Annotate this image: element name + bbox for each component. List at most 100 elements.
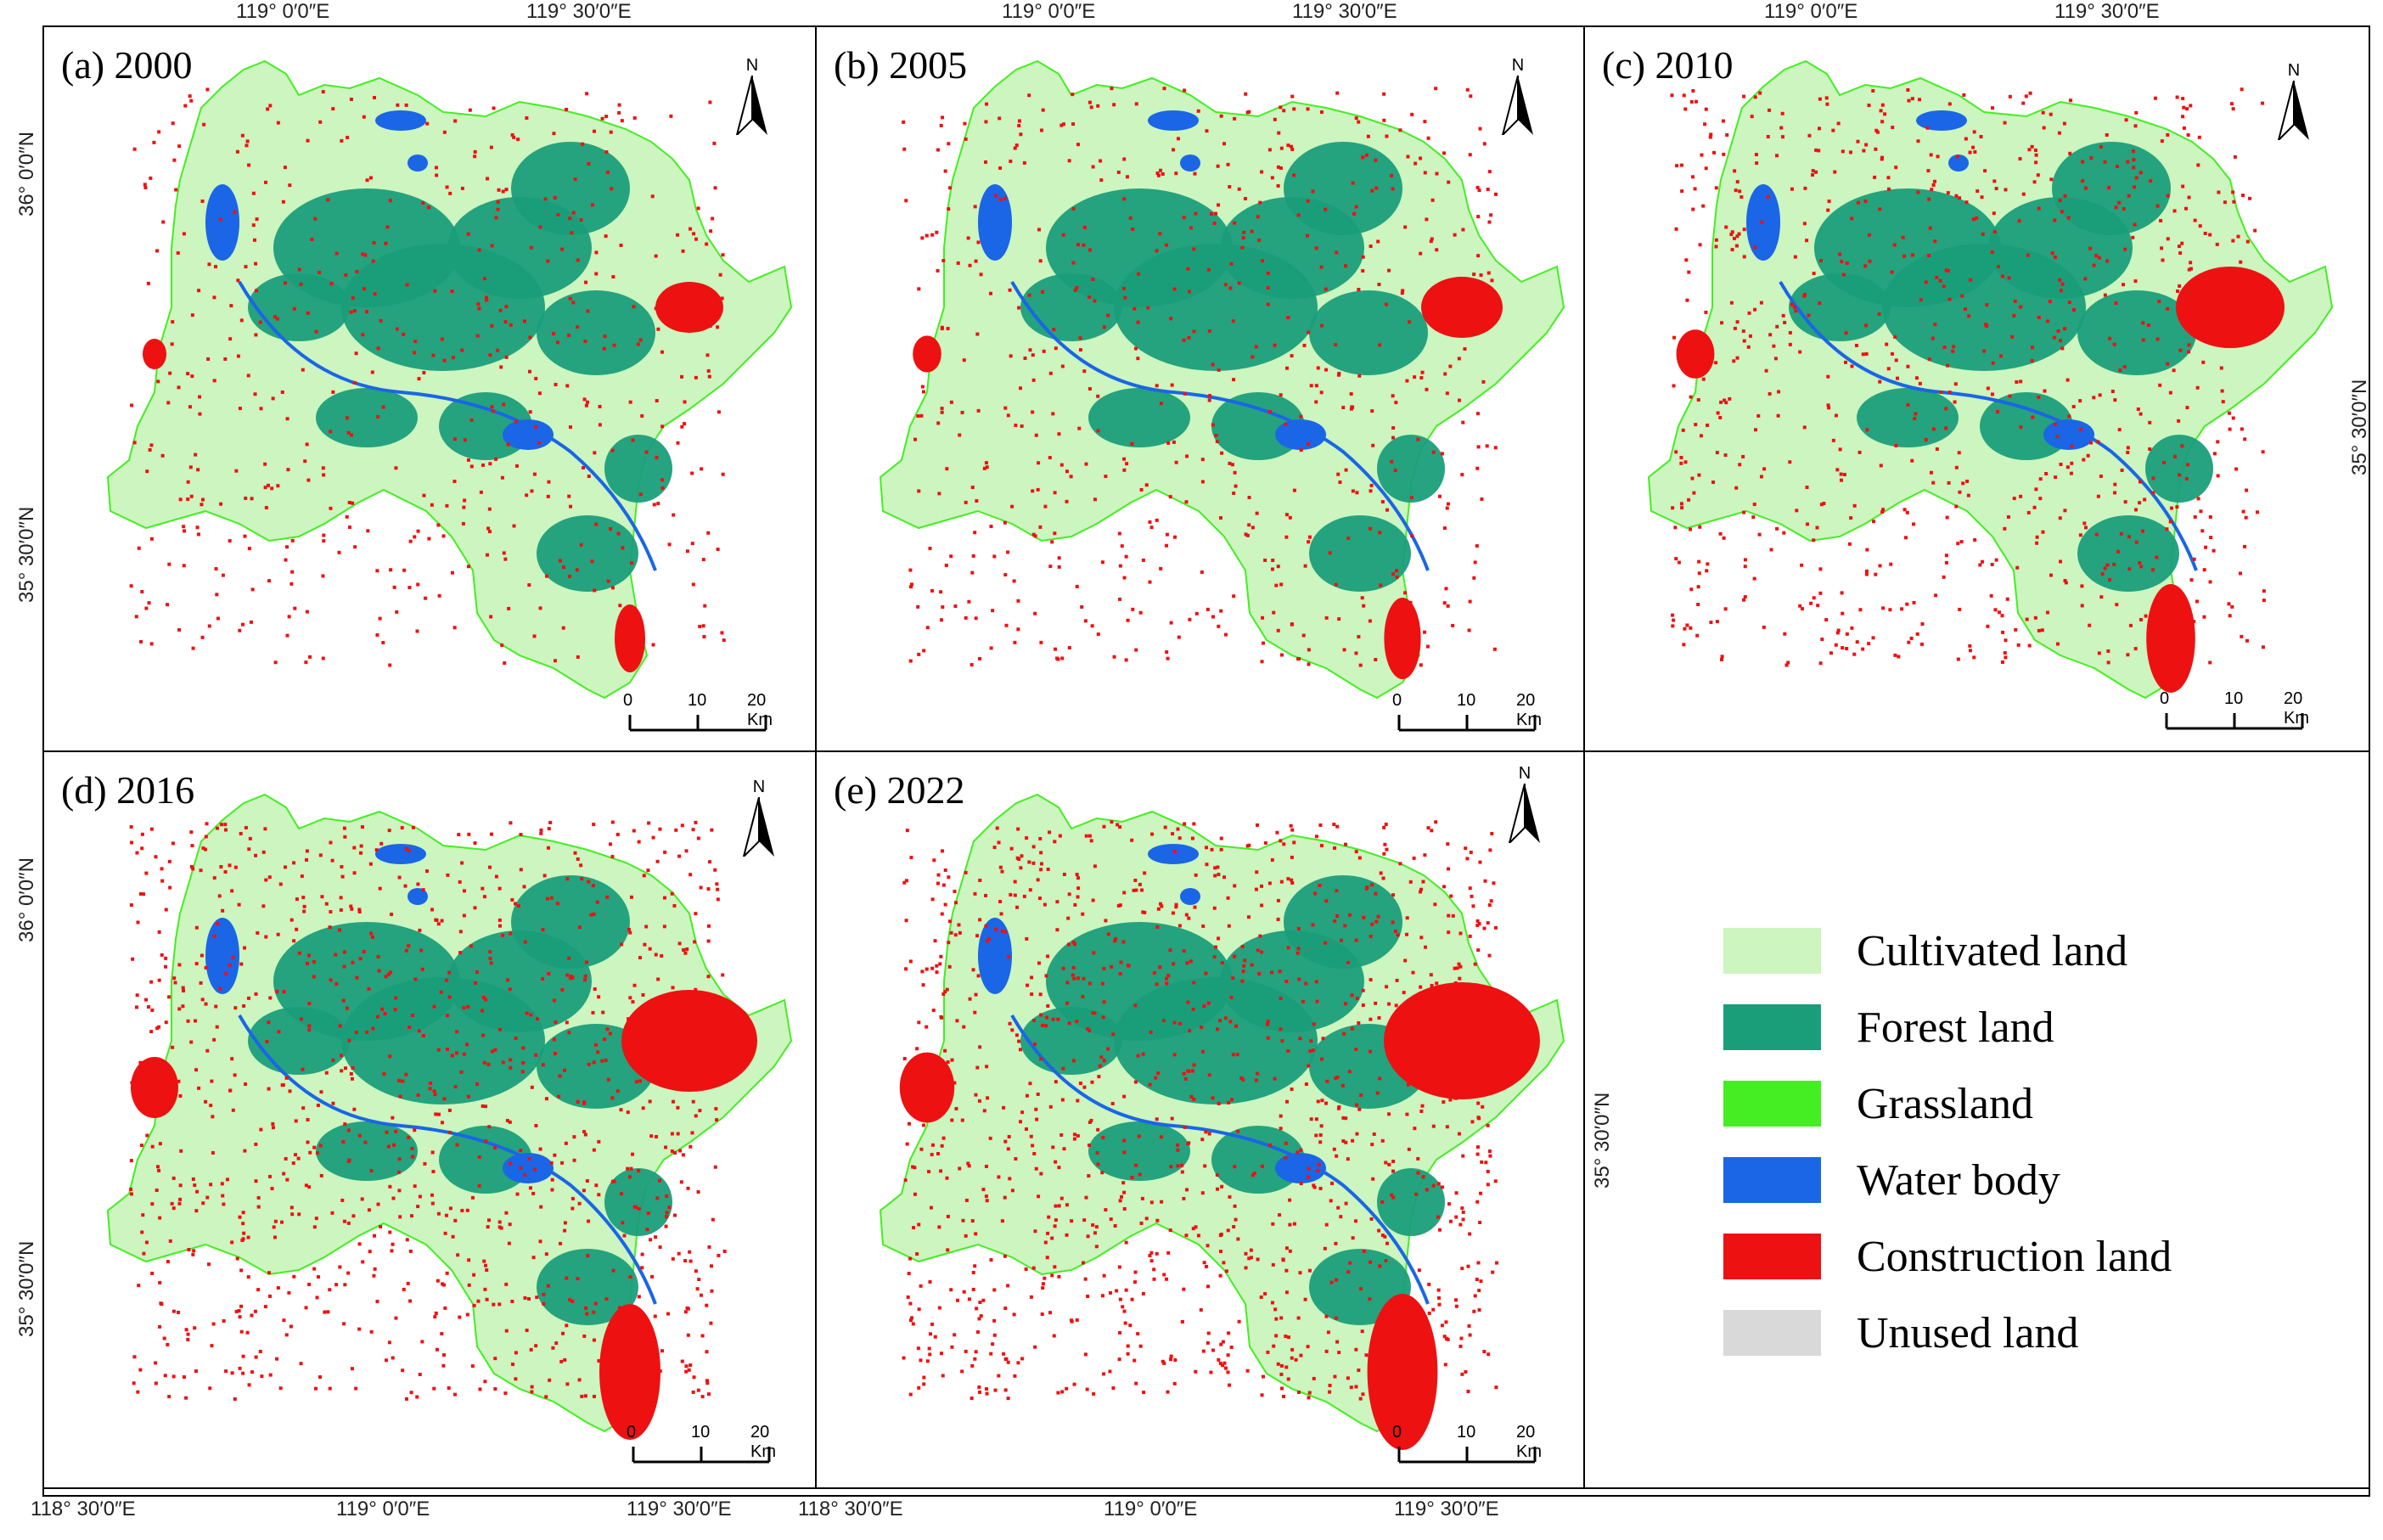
settlement-dot (582, 1334, 587, 1338)
settlement-dot (1742, 339, 1746, 343)
settlement-dot (1299, 1182, 1303, 1186)
settlement-dot (1889, 562, 1893, 566)
settlement-dot (1284, 1155, 1288, 1160)
settlement-dot (172, 976, 177, 981)
settlement-dot (680, 374, 684, 379)
settlement-dot (297, 267, 301, 272)
settlement-dot (1036, 487, 1040, 492)
settlement-dot (1323, 1246, 1327, 1251)
settlement-dot (184, 1396, 188, 1400)
settlement-dot (308, 655, 312, 659)
settlement-dot (1679, 461, 1683, 465)
settlement-dot (430, 1193, 434, 1197)
settlement-dot (2262, 599, 2266, 603)
settlement-dot (985, 1065, 989, 1069)
settlement-dot (520, 1070, 525, 1074)
settlement-dot (1328, 1390, 1332, 1394)
settlement-dot (1998, 610, 2002, 615)
settlement-dot (1699, 434, 1703, 438)
settlement-dot (969, 1397, 974, 1401)
settlement-dot (1200, 570, 1204, 574)
settlement-dot (1907, 98, 1911, 103)
settlement-dot (1307, 662, 1311, 666)
settlement-dot (1805, 486, 1809, 490)
settlement-dot (2015, 565, 2020, 570)
settlement-dot (1444, 587, 1448, 591)
settlement-dot (1244, 1251, 1248, 1256)
settlement-dot (318, 120, 323, 124)
settlement-dot (2059, 289, 2063, 293)
settlement-dot (1946, 191, 1950, 195)
settlement-dot (1251, 355, 1255, 359)
settlement-dot (1933, 239, 1937, 244)
settlement-dot (919, 1147, 924, 1151)
settlement-dot (1451, 913, 1455, 918)
settlement-dot (1229, 995, 1234, 999)
settlement-dot (700, 1048, 704, 1052)
settlement-dot (694, 987, 698, 992)
settlement-dot (2115, 603, 2119, 607)
settlement-dot (1986, 386, 1990, 391)
settlement-dot (268, 104, 273, 108)
settlement-dot (1189, 959, 1193, 964)
settlement-dot (152, 140, 156, 144)
settlement-dot (1106, 313, 1110, 318)
settlement-dot (1237, 281, 1241, 285)
settlement-dot (1871, 636, 1875, 640)
settlement-dot (2096, 440, 2100, 444)
settlement-dot (696, 206, 700, 211)
settlement-dot (1043, 1240, 1048, 1245)
settlement-dot (1694, 368, 1698, 372)
settlement-dot (200, 200, 205, 204)
settlement-dot (1297, 657, 1301, 661)
settlement-dot (1673, 526, 1678, 530)
settlement-dot (1122, 1150, 1127, 1155)
settlement-dot (1374, 891, 1378, 896)
settlement-dot (1788, 342, 1792, 346)
settlement-dot (973, 1010, 977, 1014)
settlement-dot (1416, 437, 1420, 441)
settlement-dot (1234, 1217, 1238, 1222)
settlement-dot (150, 1008, 155, 1012)
settlement-dot (558, 559, 562, 563)
settlement-dot (694, 820, 698, 824)
settlement-dot (2037, 206, 2041, 211)
settlement-dot (1694, 423, 1698, 427)
settlement-dot (186, 1332, 190, 1336)
settlement-dot (1495, 1261, 1499, 1265)
settlement-dot (1915, 632, 1919, 636)
latitude-tick-label: 36° 0′0″N (15, 132, 38, 216)
settlement-dot (266, 107, 270, 111)
settlement-dot (1191, 1227, 1195, 1231)
settlement-dot (994, 194, 998, 198)
settlement-dot (1231, 1053, 1235, 1057)
settlement-dot (1048, 565, 1053, 569)
settlement-dot (941, 992, 946, 996)
settlement-dot (2059, 339, 2063, 343)
settlement-dot (1096, 104, 1100, 108)
settlement-dot (1341, 1139, 1346, 1144)
settlement-dot (909, 1316, 913, 1320)
settlement-dot (1186, 1069, 1190, 1073)
settlement-dot (1468, 886, 1472, 891)
settlement-dot (473, 155, 477, 159)
settlement-dot (1057, 1166, 1061, 1170)
settlement-dot (1165, 650, 1169, 655)
settlement-dot (1277, 131, 1281, 135)
settlement-dot (1346, 1157, 1350, 1161)
map-panel-b: (b) 2005 (815, 25, 1585, 752)
settlement-dot (1067, 645, 1071, 649)
settlement-dot (328, 1288, 332, 1292)
settlement-dot (339, 1054, 343, 1058)
settlement-dot (1133, 1270, 1138, 1274)
settlement-dot (154, 855, 158, 859)
settlement-dot (1003, 573, 1008, 577)
settlement-dot (1094, 1245, 1099, 1249)
settlement-dot (928, 1279, 932, 1284)
settlement-dot (1683, 627, 1687, 631)
settlement-dot (176, 251, 180, 256)
settlement-dot (318, 270, 322, 274)
settlement-dot (346, 1221, 351, 1225)
settlement-dot (1138, 1344, 1143, 1348)
settlement-dot (1472, 1035, 1476, 1039)
